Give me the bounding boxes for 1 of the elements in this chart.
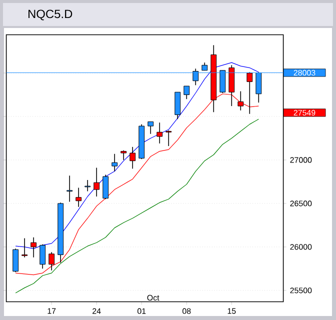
- chart-title: NQC5.D: [28, 10, 72, 20]
